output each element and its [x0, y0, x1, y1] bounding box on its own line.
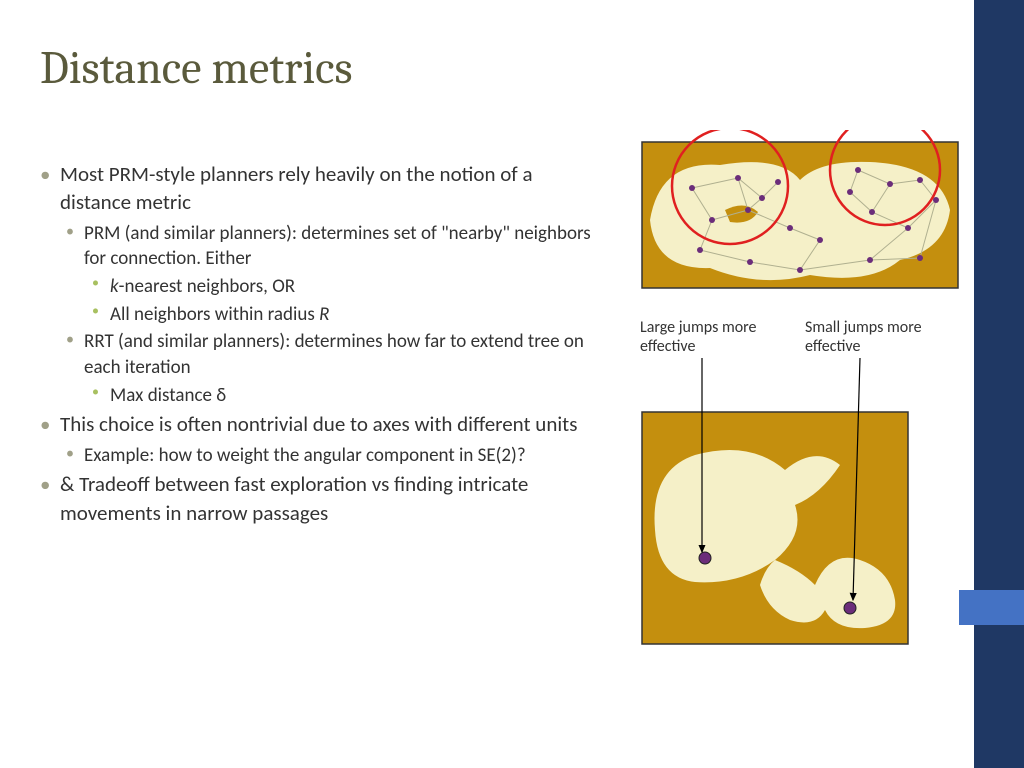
figure-prm-roadmap: [640, 130, 960, 300]
bullet: This choice is often nontrivial due to a…: [40, 410, 600, 438]
bullet: Max distance δ: [40, 383, 600, 409]
bullet: Most PRM-style planners rely heavily on …: [40, 160, 600, 217]
slide-title: Distance metrics: [40, 42, 353, 95]
bullet: k-nearest neighbors, OR: [40, 274, 600, 300]
label-large-jumps: Large jumps more effective: [640, 318, 780, 356]
bullet: All neighbors within radius R: [40, 302, 600, 328]
bullet: PRM (and similar planners): determines s…: [40, 221, 600, 272]
label-small-jumps: Small jumps more effective: [805, 318, 925, 356]
figure-rrt-passages: [640, 410, 910, 646]
sidebar-accent: [959, 590, 1024, 625]
sidebar-stripe: [974, 0, 1024, 768]
bullet-content: Most PRM-style planners rely heavily on …: [40, 160, 600, 531]
bullet: & Tradeoff between fast exploration vs f…: [40, 470, 600, 527]
bullet: Example: how to weight the angular compo…: [40, 443, 600, 469]
bullet: RRT (and similar planners): determines h…: [40, 329, 600, 380]
